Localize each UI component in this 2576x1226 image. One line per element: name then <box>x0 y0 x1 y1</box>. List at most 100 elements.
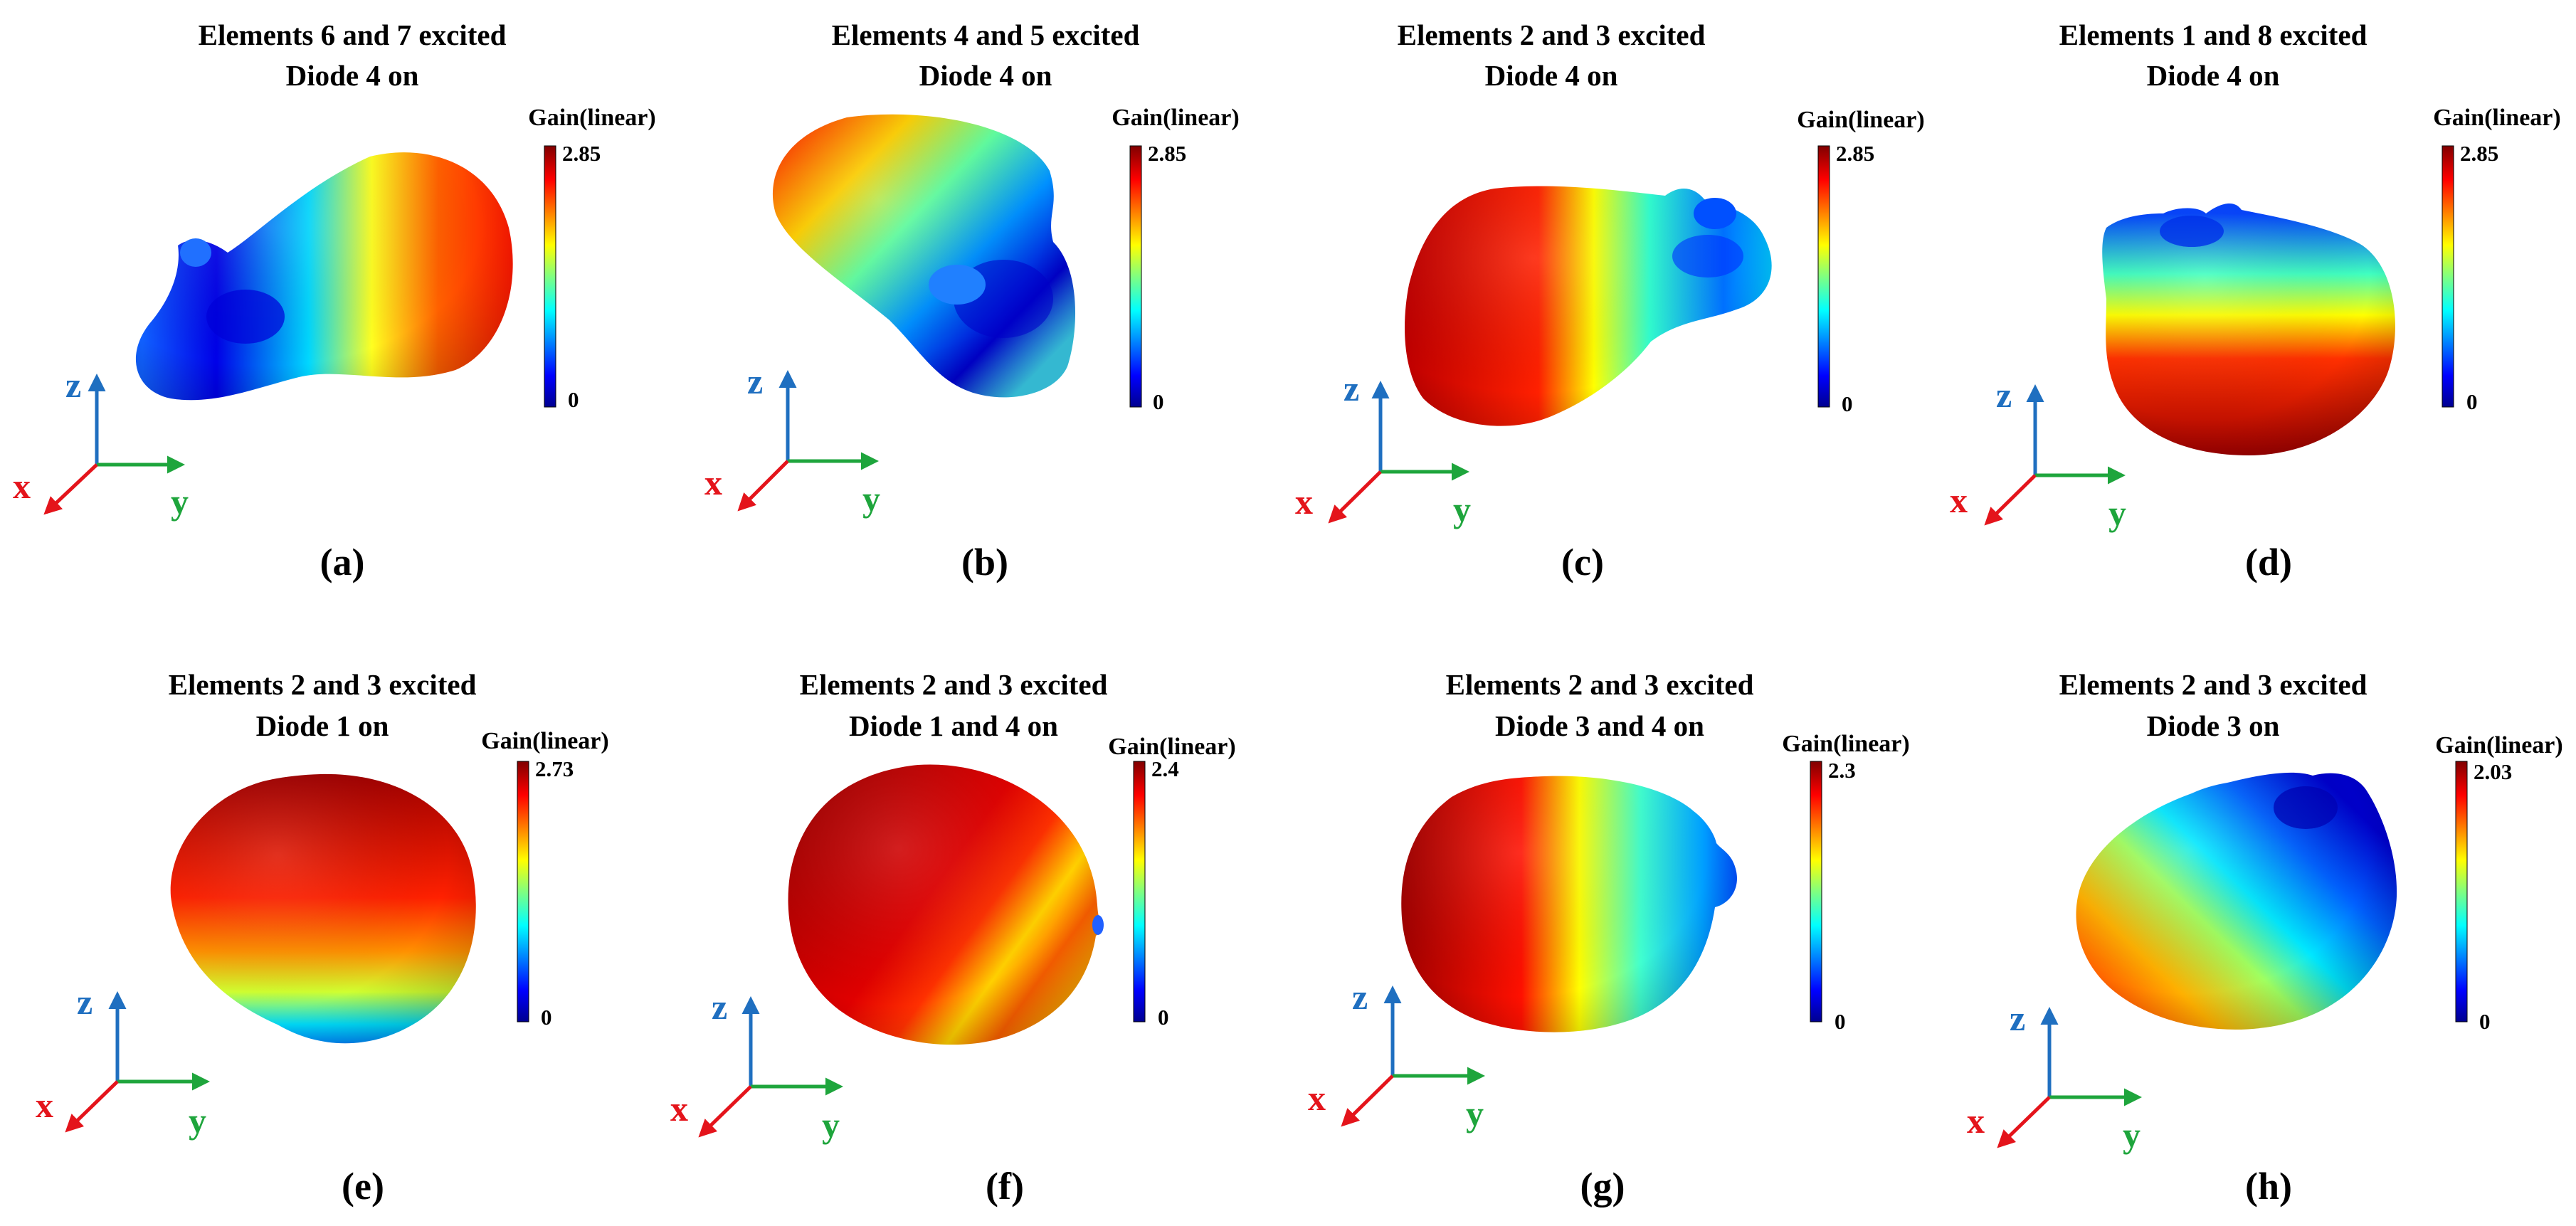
panel-a-colorbar-title: Gain(linear) <box>528 105 655 131</box>
panel-d: Elements 1 and 8 excited Diode 4 on Gain… <box>1950 19 2561 583</box>
panel-f-title-line1: Elements 2 and 3 excited <box>800 668 1108 701</box>
panel-f-colorbar <box>1133 761 1146 1022</box>
panel-g-title-line2: Diode 3 and 4 on <box>1495 709 1704 742</box>
panel-b-z-axis-label: z <box>747 361 763 401</box>
panel-f-caption: (f) <box>986 1165 1024 1207</box>
panel-g-title-line1: Elements 2 and 3 excited <box>1446 668 1754 701</box>
panel-g-caption: (g) <box>1580 1165 1625 1207</box>
panel-a: Elements 6 and 7 excited Diode 4 on Gain… <box>13 19 656 583</box>
panel-e-colorbar-max: 2.73 <box>535 756 574 781</box>
panel-d-x-axis-label: x <box>1950 480 1968 520</box>
panel-b-colorbar <box>1129 145 1142 408</box>
panel-d-title-line1: Elements 1 and 8 excited <box>2059 19 2368 51</box>
panel-b: Elements 4 and 5 excited Diode 4 on Gain… <box>704 19 1240 583</box>
panel-d-pattern-surface <box>2102 203 2395 455</box>
panel-c-title-line1: Elements 2 and 3 excited <box>1398 19 1706 51</box>
panel-e-caption: (e) <box>342 1165 384 1207</box>
panel-b-title-line1: Elements 4 and 5 excited <box>832 19 1140 51</box>
panel-b-caption: (b) <box>961 541 1008 583</box>
panel-c-colorbar-min: 0 <box>1842 391 1853 416</box>
panel-g: Elements 2 and 3 excited Diode 3 and 4 o… <box>1308 668 1910 1207</box>
panel-h-colorbar-max: 2.03 <box>2474 759 2512 784</box>
panel-h-z-axis-label: z <box>2010 998 2025 1038</box>
panel-c-colorbar-title: Gain(linear) <box>1797 107 1924 133</box>
panel-f-colorbar-title: Gain(linear) <box>1108 734 1235 760</box>
panel-e-colorbar-title: Gain(linear) <box>481 728 608 754</box>
panel-h-x-axis-label: x <box>1967 1101 1985 1141</box>
panel-f-x-axis-label: x <box>670 1089 688 1129</box>
panel-c-y-axis-label: y <box>1453 490 1471 529</box>
panel-b-axes-triad: z y x <box>704 361 880 519</box>
panel-h-colorbar-min: 0 <box>2479 1009 2491 1034</box>
panel-f: Elements 2 and 3 excited Diode 1 and 4 o… <box>670 668 1236 1207</box>
panel-a-x-axis-label: x <box>13 466 31 506</box>
panel-a-y-axis-label: y <box>171 482 189 522</box>
panel-f-colorbar-min: 0 <box>1158 1005 1169 1030</box>
panel-h-title-line2: Diode 3 on <box>2147 709 2280 742</box>
panel-b-x-axis-label: x <box>704 463 722 502</box>
panel-h-caption: (h) <box>2245 1165 2292 1207</box>
panel-h-colorbar-title: Gain(linear) <box>2435 732 2562 759</box>
panel-h: Elements 2 and 3 excited Diode 3 on Gain… <box>1967 668 2563 1207</box>
panel-g-axes-triad: z y x <box>1308 977 1485 1133</box>
panel-c-axes-triad: z y x <box>1295 369 1471 529</box>
panel-d-caption: (d) <box>2245 541 2292 583</box>
panel-h-pattern-surface <box>2076 772 2397 1030</box>
panel-e-z-axis-label: z <box>77 982 93 1022</box>
panel-e-colorbar <box>517 761 529 1022</box>
panel-a-pattern-surface <box>135 152 513 401</box>
panel-e-y-axis-label: y <box>189 1101 206 1141</box>
panel-h-title-line1: Elements 2 and 3 excited <box>2059 668 2368 701</box>
panel-g-x-axis-label: x <box>1308 1078 1326 1118</box>
panel-e: Elements 2 and 3 excited Diode 1 on Gain… <box>36 668 609 1207</box>
panel-b-colorbar-min: 0 <box>1153 389 1164 414</box>
panel-a-axes-triad: z y x <box>13 365 189 522</box>
panel-a-colorbar <box>544 145 556 408</box>
panel-b-colorbar-title: Gain(linear) <box>1112 105 1239 131</box>
panel-c-title-line2: Diode 4 on <box>1485 59 1618 92</box>
panel-f-y-axis-label: y <box>822 1105 840 1145</box>
panel-c-x-axis-label: x <box>1295 482 1313 522</box>
panel-g-z-axis-label: z <box>1352 977 1368 1017</box>
panel-f-z-axis-label: z <box>712 987 727 1027</box>
panel-b-y-axis-label: y <box>862 479 880 519</box>
panel-a-colorbar-max: 2.85 <box>562 141 601 166</box>
panel-a-title-line2: Diode 4 on <box>286 59 419 92</box>
panel-f-axes-triad: z y x <box>670 987 843 1145</box>
panel-a-caption: (a) <box>320 541 365 583</box>
panel-f-title-line2: Diode 1 and 4 on <box>849 709 1058 742</box>
panel-c: Elements 2 and 3 excited Diode 4 on Gain… <box>1295 19 1925 583</box>
panel-c-caption: (c) <box>1561 541 1604 583</box>
panel-d-colorbar <box>2442 145 2454 408</box>
panel-e-x-axis-label: x <box>36 1085 53 1125</box>
panel-c-z-axis-label: z <box>1344 369 1359 408</box>
panel-c-colorbar-max: 2.85 <box>1836 141 1874 166</box>
panel-g-colorbar-min: 0 <box>1835 1009 1846 1034</box>
panel-d-axes-triad: z y x <box>1950 375 2126 533</box>
panel-d-colorbar-min: 0 <box>2466 389 2478 414</box>
panel-e-pattern-surface <box>170 773 476 1044</box>
panel-f-pattern-surface <box>788 764 1104 1045</box>
panel-c-pattern-surface <box>1405 186 1772 426</box>
panel-b-pattern-surface <box>772 114 1076 398</box>
panel-a-z-axis-label: z <box>65 365 81 405</box>
panel-g-y-axis-label: y <box>1466 1094 1484 1133</box>
panel-e-title-line2: Diode 1 on <box>256 709 389 742</box>
panel-d-colorbar-max: 2.85 <box>2460 141 2498 166</box>
panel-g-colorbar-title: Gain(linear) <box>1782 731 1909 757</box>
panel-h-y-axis-label: y <box>2123 1115 2140 1155</box>
panel-e-title-line1: Elements 2 and 3 excited <box>169 668 477 701</box>
panel-c-colorbar <box>1817 145 1830 408</box>
panel-f-colorbar-max: 2.4 <box>1151 756 1179 781</box>
panel-h-colorbar <box>2455 761 2468 1022</box>
panel-a-colorbar-min: 0 <box>568 387 579 412</box>
panel-e-axes-triad: z y x <box>36 982 210 1141</box>
panel-b-title-line2: Diode 4 on <box>919 59 1052 92</box>
panel-g-colorbar-max: 2.3 <box>1828 758 1856 783</box>
panel-d-colorbar-title: Gain(linear) <box>2433 105 2560 131</box>
panel-d-z-axis-label: z <box>1996 375 2012 415</box>
panel-g-colorbar <box>1810 761 1822 1022</box>
panel-h-axes-triad: z y x <box>1967 998 2142 1155</box>
panel-d-y-axis-label: y <box>2108 493 2126 533</box>
